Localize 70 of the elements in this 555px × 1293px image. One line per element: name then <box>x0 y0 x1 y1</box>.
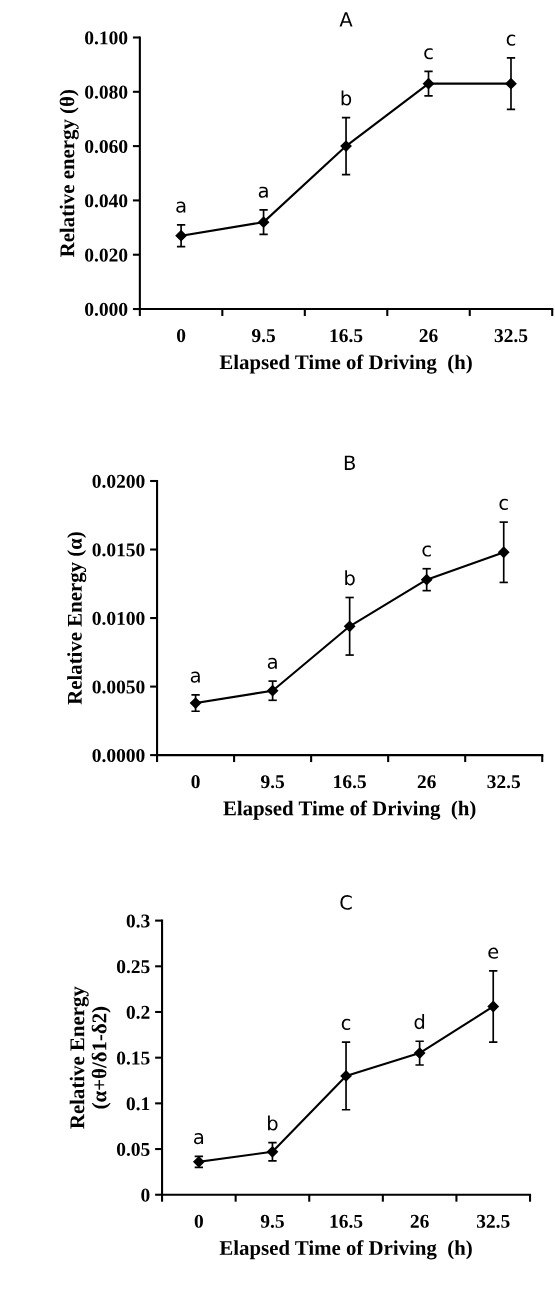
x-tick-label: 16.5 <box>330 329 363 343</box>
annotation: c <box>422 545 431 557</box>
x-axis-title: Elapsed Time of Driving (h) <box>223 800 476 820</box>
annotation: a <box>258 186 268 198</box>
point <box>189 697 202 709</box>
x-tick-label: 32.5 <box>476 1214 510 1228</box>
y-tick-label: 0.000 <box>85 302 128 317</box>
y-tick-label: 0 <box>141 1188 150 1202</box>
x-tick-label: 9.5 <box>260 775 285 789</box>
annotation: a <box>194 1133 204 1145</box>
annotation: a <box>176 201 186 213</box>
point <box>175 230 187 242</box>
y-tick-label: 0.15 <box>116 1051 150 1065</box>
y-tick-label: 0.1 <box>126 1097 150 1111</box>
point <box>257 216 270 228</box>
x-tick-label: 26 <box>419 329 438 343</box>
y-tick-label: 0.040 <box>85 194 128 208</box>
chart-title: B <box>344 455 355 470</box>
y-tick-label: 0.0150 <box>92 543 145 557</box>
y-tick-label: 0.2 <box>126 1005 150 1020</box>
x-tick-label: 0 <box>191 775 200 789</box>
x-tick-label: 0 <box>176 329 186 343</box>
y-tick-label: 0.25 <box>116 960 150 974</box>
y-axis-title: Relative Energy (α+θ/δ1-δ2) <box>69 986 111 1129</box>
y-tick-label: 0.0100 <box>92 611 145 626</box>
y-axis-title: Relative Energy (α) <box>67 532 87 705</box>
x-tick-label: 16.5 <box>334 775 366 789</box>
annotation: e <box>488 947 499 959</box>
y-tick-label: 0.0050 <box>92 680 145 694</box>
annotation: b <box>341 90 352 106</box>
x-tick-label: 32.5 <box>494 329 528 343</box>
x-tick-label: 26 <box>417 775 436 789</box>
annotation: a <box>190 671 200 683</box>
y-axis-title: Relative energy (θ) <box>59 90 79 258</box>
x-tick-label: 9.5 <box>260 1214 284 1228</box>
y-tick-label: 0.0000 <box>92 748 145 763</box>
annotation: b <box>345 570 355 586</box>
x-tick-label: 9.5 <box>251 329 276 343</box>
point <box>267 685 279 697</box>
y-tick-label: 0.060 <box>85 139 128 154</box>
y-tick-label: 0.080 <box>85 85 128 99</box>
point <box>487 1000 499 1013</box>
y-tick-label: 0.3 <box>126 914 150 928</box>
x-tick-label: 0 <box>194 1214 203 1228</box>
point <box>340 140 352 152</box>
chart-title: A <box>339 12 353 27</box>
point <box>505 78 517 90</box>
x-axis-title: Elapsed Time of Driving (h) <box>219 1240 472 1260</box>
annotation: b <box>268 1115 278 1131</box>
point <box>422 78 435 90</box>
y-tick-label: 0.020 <box>85 248 128 262</box>
x-tick-label: 26 <box>410 1214 429 1228</box>
annotation: c <box>499 498 508 511</box>
x-tick-label: 32.5 <box>487 775 521 789</box>
point <box>344 620 356 632</box>
annotation: d <box>414 1014 425 1030</box>
point <box>498 546 510 558</box>
point <box>266 1146 279 1158</box>
annotation: c <box>506 34 516 46</box>
point <box>421 574 433 586</box>
point <box>414 1047 426 1059</box>
x-tick-label: 16.5 <box>330 1214 363 1228</box>
y-tick-label: 0.100 <box>85 31 128 45</box>
y-tick-label: 0.0200 <box>92 474 145 489</box>
annotation: c <box>424 48 433 60</box>
y-tick-label: 0.05 <box>116 1142 150 1157</box>
chart-title: C <box>340 895 352 910</box>
annotation: c <box>341 1018 351 1031</box>
annotation: a <box>267 657 277 669</box>
x-axis-title: Elapsed Time of Driving (h) <box>219 354 472 374</box>
